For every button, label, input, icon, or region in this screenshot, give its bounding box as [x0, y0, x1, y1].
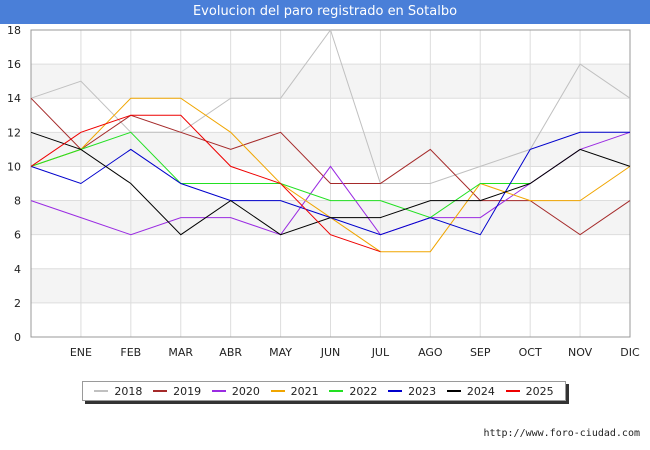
x-tick-label: JUN: [320, 346, 341, 359]
y-tick-label: 6: [14, 229, 21, 242]
x-tick-label: SEP: [470, 346, 491, 359]
legend-item-2024: 2024: [446, 384, 495, 398]
legend-item-2018: 2018: [94, 385, 142, 398]
x-tick-label: DIC: [620, 346, 640, 359]
x-tick-label: ABR: [219, 346, 242, 359]
x-tick-label: AGO: [418, 346, 443, 359]
series-line-2025: [30, 114, 381, 253]
y-tick-label: 18: [7, 24, 21, 37]
legend-label: 2022: [349, 384, 378, 398]
legend-swatch: [505, 390, 520, 392]
legend-label: 2021: [290, 384, 319, 398]
x-tick-label: MAR: [168, 346, 193, 359]
legend-label: 2020: [231, 384, 260, 398]
x-tick-label: OCT: [519, 346, 542, 359]
legend-swatch: [94, 390, 109, 392]
y-tick-label: 2: [14, 297, 21, 310]
y-tick-label: 4: [14, 263, 21, 276]
y-tick-label: 10: [7, 160, 21, 173]
legend-swatch: [153, 390, 168, 392]
legend-label: 2025: [525, 384, 554, 398]
series-line-2024: [30, 131, 631, 236]
legend-item-2022: 2022: [329, 385, 377, 398]
legend-label: 2019: [173, 384, 202, 398]
y-tick-label: 12: [7, 126, 21, 139]
x-tick-label: NOV: [568, 346, 593, 359]
legend-item-2021: 2021: [270, 384, 319, 398]
source-url: http://www.foro-ciudad.com: [483, 428, 640, 439]
legend-swatch: [388, 390, 403, 392]
legend-label: 2018: [114, 384, 143, 398]
legend-item-2023: 2023: [388, 385, 436, 398]
legend-swatch: [211, 390, 226, 392]
y-tick-label: 0: [14, 331, 21, 344]
legend-swatch: [270, 390, 285, 392]
legend-item-2025: 2025: [505, 384, 554, 398]
chart-legend: 2018 2019 2020 2021 2022 2023 2024 2025: [82, 381, 566, 401]
x-tick-label: ENE: [70, 346, 92, 359]
legend-item-2019: 2019: [153, 385, 201, 398]
x-tick-label: FEB: [120, 346, 141, 359]
legend-label: 2024: [466, 384, 495, 398]
x-tick-label: JUL: [371, 346, 390, 359]
y-tick-label: 14: [7, 92, 21, 105]
legend-swatch: [446, 390, 461, 392]
chart-title: Evolucion del paro registrado en Sotalbo: [0, 0, 650, 24]
legend-label: 2023: [408, 384, 437, 398]
y-tick-label: 8: [14, 195, 21, 208]
y-tick-label: 16: [7, 58, 21, 71]
legend-swatch: [329, 390, 344, 392]
legend-item-2020: 2020: [211, 384, 260, 398]
x-tick-label: MAY: [269, 346, 292, 359]
